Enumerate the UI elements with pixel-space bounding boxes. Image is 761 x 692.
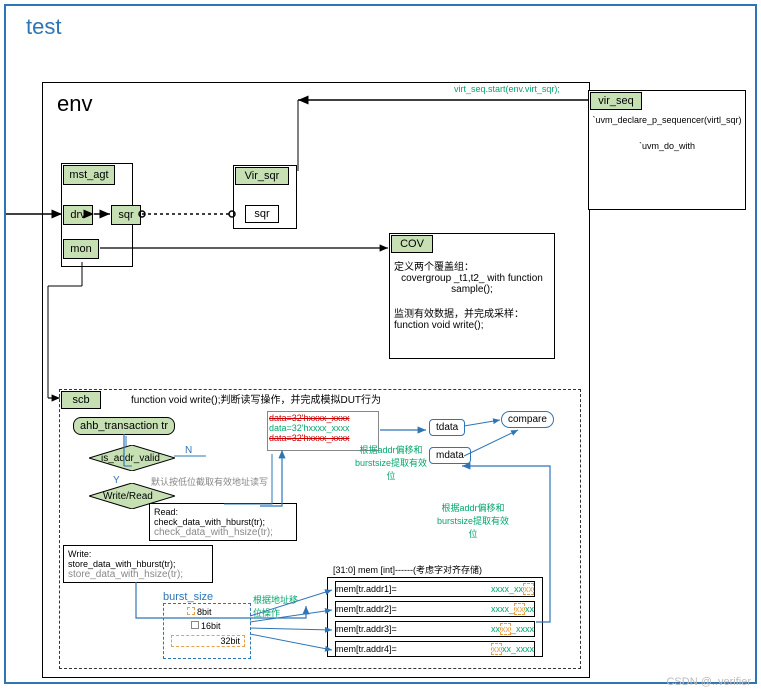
vir-seq-label: vir_seq — [590, 92, 642, 110]
vir-seq-line1: `uvm_declare_p_sequencer(virtl_sqr) — [592, 115, 741, 125]
cov-t3: 监测有效数据，并完成采样： — [394, 305, 524, 320]
write-box: Write: store_data_with_hburst(tr); store… — [63, 545, 213, 583]
mst-agt-label: mst_agt — [63, 165, 115, 185]
n-label: N — [185, 445, 192, 456]
cov-t2: covergroup _t1,t2_ with function sample(… — [394, 273, 550, 295]
env-title: env — [57, 91, 92, 117]
data2: data=32'hxxxx_xxxx — [269, 423, 377, 433]
burst-note: 根据地址移位操作 — [253, 593, 303, 619]
mem-row-1: mem[tr.addr1]=xxxx_xxxx — [335, 581, 535, 597]
compare: compare — [501, 411, 554, 428]
vir-sqr-label: Vir_sqr — [235, 167, 289, 185]
cov-label: COV — [391, 235, 433, 253]
wr-label: Write/Read — [103, 491, 153, 502]
mem-row-4: mem[tr.addr4]=xxxx_xxxx — [335, 641, 535, 657]
mem-row-3: mem[tr.addr3]=xxxx_xxxx — [335, 621, 535, 637]
tdata: tdata — [429, 419, 465, 436]
read-title: Read: — [154, 507, 178, 517]
seq-arrow-label: virt_seq.start(env.virt_sqr); — [454, 84, 560, 94]
watermark: CSDN @..verifier — [666, 676, 751, 688]
env-container: env mst_agt drv sqr mon Vir_sqr sqr 定义两个… — [42, 82, 590, 678]
mem-row-2: mem[tr.addr2]=xxxx_xxxx — [335, 601, 535, 617]
read-fn: check_data_with_hburst(tr); — [154, 517, 265, 527]
b32: 32bit — [171, 635, 245, 647]
test-title: test — [26, 14, 61, 40]
mdata: mdata — [429, 447, 471, 464]
b16: 16bit — [191, 621, 221, 631]
low-note: 默认按低位截取有效地址读写 — [151, 475, 268, 488]
vir-seq-line2: `uvm_do_with — [639, 141, 695, 151]
write-fn-gray: store_data_with_hsize(tr); — [68, 569, 183, 580]
cov-t1: 定义两个覆盖组： — [394, 258, 474, 273]
read-box: Read: check_data_with_hburst(tr); check_… — [149, 503, 297, 541]
cov-t4: function void write(); — [394, 320, 483, 331]
mon-node: mon — [63, 239, 99, 259]
vir-sqr-inner: sqr — [245, 205, 279, 223]
drv-node: drv — [63, 205, 93, 225]
is-addr-valid-label: is_addr_valid — [101, 453, 160, 464]
note2: 根据addr偏移和burstsize提取有效位 — [435, 501, 511, 540]
write-fn: store_data_with_hburst(tr); — [68, 559, 176, 569]
burst-title: burst_size — [163, 591, 213, 603]
test-container: test env mst_agt drv sqr mon Vir_sqr sqr… — [4, 4, 757, 684]
data1: data=32'hxxxx_xxxx — [269, 413, 377, 423]
scb-label: scb — [61, 391, 101, 409]
data3: data=32'hxxxx_xxxx — [269, 433, 377, 443]
write-title: Write: — [68, 549, 91, 559]
ahb-tr: ahb_transaction tr — [73, 417, 175, 435]
sqr-node: sqr — [111, 205, 141, 225]
read-fn-gray: check_data_with_hsize(tr); — [154, 527, 273, 538]
note1: 根据addr偏移和burstsize提取有效位 — [353, 443, 429, 482]
scb-header: function void write();判断读写操作，并完成模拟DUT行为 — [131, 391, 381, 406]
b8: 8bit — [187, 607, 212, 617]
mem-header: [31:0] mem [int]------(考虑字对齐存储) — [333, 563, 482, 576]
